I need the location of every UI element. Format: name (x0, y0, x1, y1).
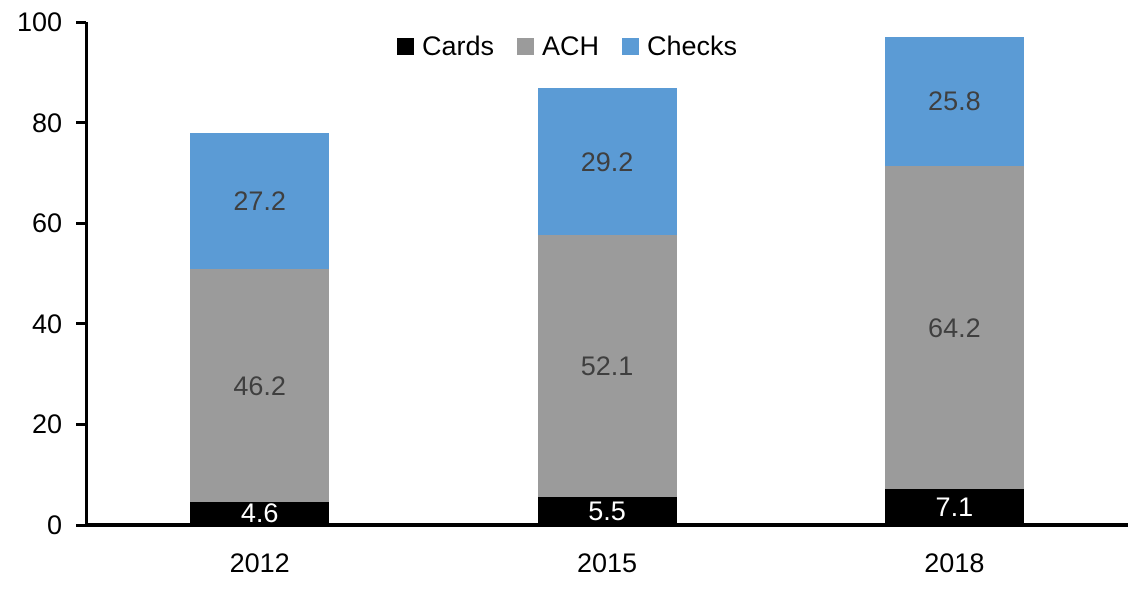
y-tick-label: 60 (31, 208, 62, 239)
bar-value-label: 29.2 (580, 146, 634, 177)
y-axis-line (85, 22, 88, 527)
legend-label: ACH (541, 31, 599, 61)
legend-swatch-cards (396, 38, 414, 55)
bar-value-label: 25.8 (928, 86, 981, 117)
bar-value-label: 64.2 (928, 312, 981, 343)
bar-segment-checks: 25.8 (884, 36, 1024, 167)
bar-segment-checks: 29.2 (537, 88, 677, 236)
bar-segment-cards: 4.6 (190, 498, 330, 529)
bar-segment-ach: 52.1 (537, 235, 677, 498)
y-tick-label: 100 (16, 7, 62, 37)
y-tick (76, 322, 86, 326)
y-tick (76, 523, 86, 527)
y-tick-label: 80 (31, 107, 62, 138)
bar-value-label: 27.2 (233, 186, 286, 217)
legend-swatch-ach (516, 38, 534, 55)
x-axis-line (85, 523, 1128, 527)
bar-value-label: 5.5 (588, 496, 626, 527)
bar-value-label: 7.1 (935, 492, 974, 523)
x-tick-label-2018: 2018 (924, 548, 985, 578)
y-tick (76, 422, 86, 426)
bar-segment-ach: 46.2 (190, 269, 330, 502)
y-tick-label: 40 (31, 308, 62, 339)
bar-segment-cards: 7.1 (884, 489, 1024, 525)
bar-value-label: 4.6 (240, 498, 279, 529)
x-tick-label-2015: 2015 (576, 548, 638, 578)
legend-item-cards: Cards (396, 31, 494, 61)
bar-segment-checks: 27.2 (190, 132, 330, 270)
legend-item-checks: Checks (622, 33, 737, 60)
x-tick-label-2012: 2012 (229, 548, 290, 578)
bar-segment-ach: 64.2 (884, 166, 1024, 490)
legend-label: Cards (421, 31, 494, 61)
bar-segment-cards: 5.5 (537, 496, 677, 527)
legend-swatch-checks (622, 38, 639, 55)
y-tick-label: 0 (46, 510, 62, 540)
y-tick (76, 20, 86, 24)
bar-value-label: 52.1 (580, 351, 634, 382)
y-tick (76, 121, 86, 125)
legend-item-ach: ACH (516, 31, 599, 61)
y-tick-label: 20 (31, 409, 62, 440)
legend: Cards ACH Checks (0, 33, 1134, 60)
y-tick (76, 221, 86, 225)
bar-value-label: 46.2 (233, 370, 286, 401)
legend-label: Checks (647, 31, 738, 61)
